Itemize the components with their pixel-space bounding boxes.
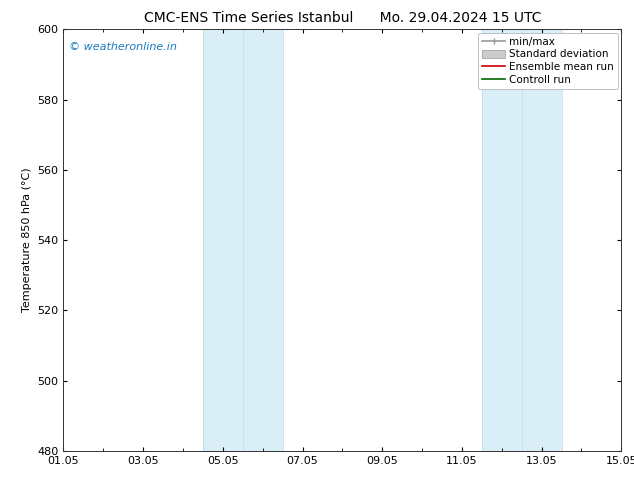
Title: CMC-ENS Time Series Istanbul      Mo. 29.04.2024 15 UTC: CMC-ENS Time Series Istanbul Mo. 29.04.2… [144, 11, 541, 25]
Y-axis label: Temperature 850 hPa (°C): Temperature 850 hPa (°C) [22, 168, 32, 313]
Bar [482, 29, 522, 451]
Bar [522, 29, 562, 451]
Bar [203, 29, 243, 451]
Bar [243, 29, 283, 451]
Legend: min/max, Standard deviation, Ensemble mean run, Controll run: min/max, Standard deviation, Ensemble me… [478, 32, 618, 89]
Text: © weatheronline.in: © weatheronline.in [69, 42, 177, 52]
